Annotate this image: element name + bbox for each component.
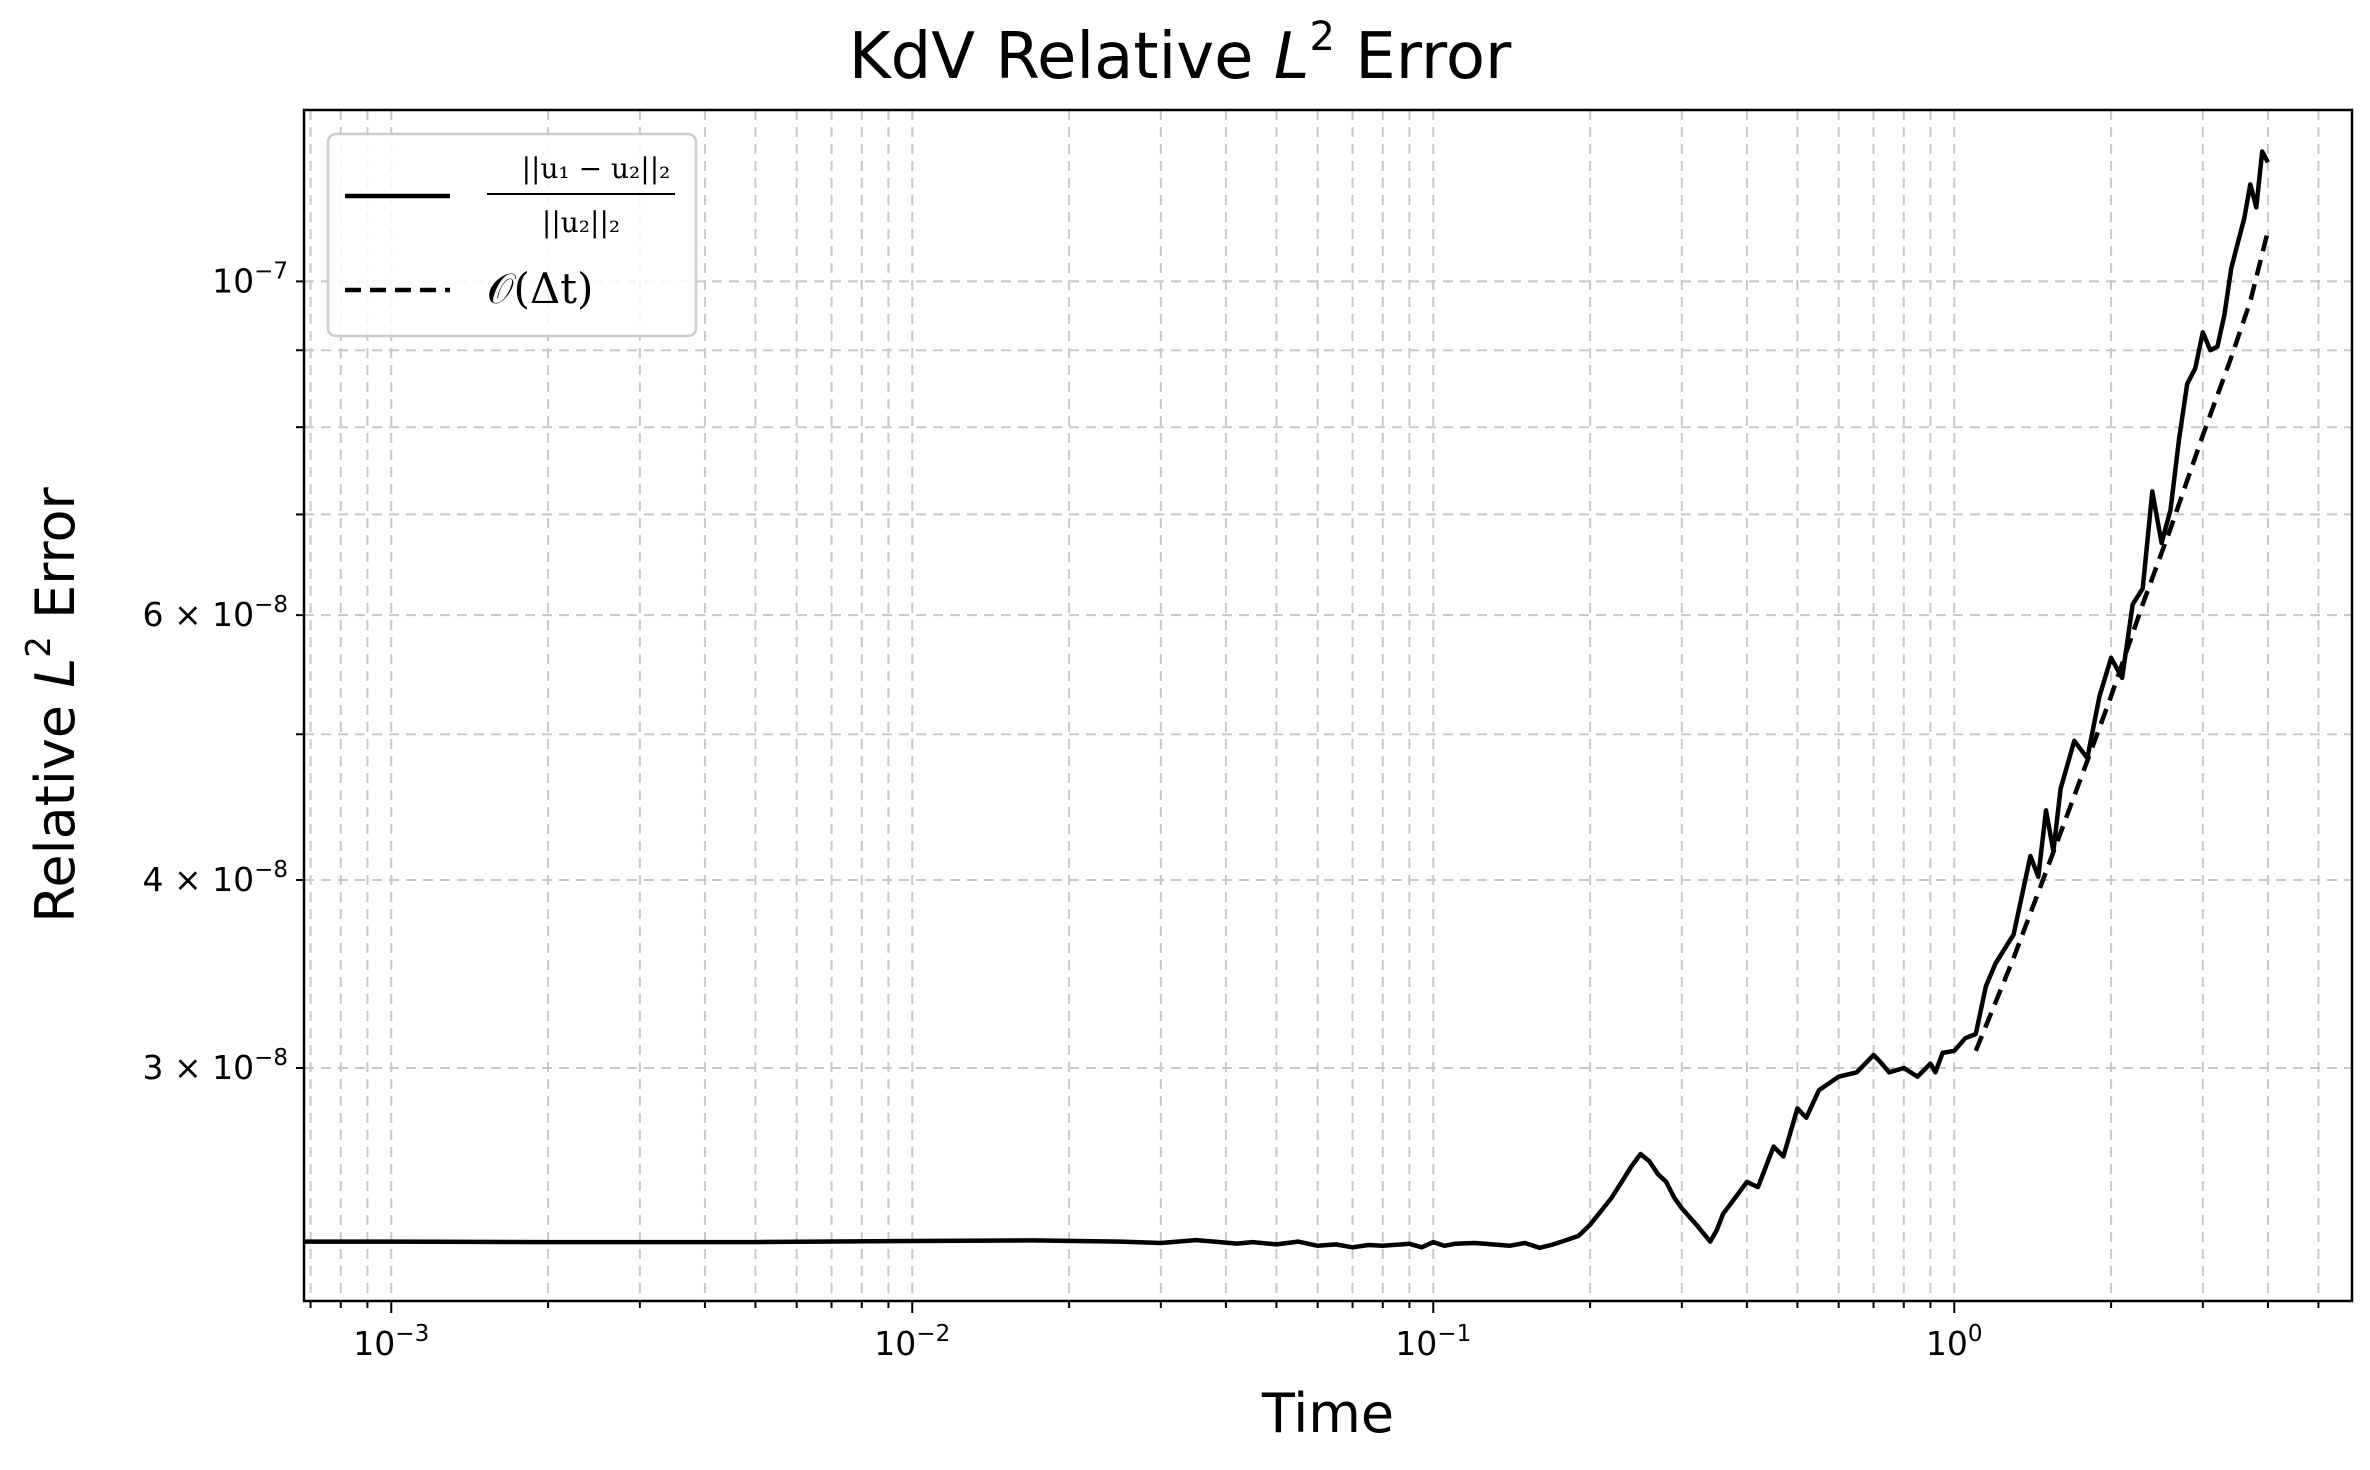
y-tick-label: 6 × 10−8: [142, 592, 288, 634]
chart-title-suffix: Error: [1335, 20, 1512, 94]
axis-ticks: 10−3 10−2 10−1 100 3 × 10−8 4 × 10−8 6 × 10−8 1…: [142, 258, 2320, 1363]
y-axis-label-exp: 2: [19, 636, 59, 658]
chart-title: KdV Relative L2 Error: [849, 14, 1512, 94]
series-lines: [304, 149, 2271, 1251]
y-axis-label: Relative L2 Error: [19, 486, 87, 922]
chart-title-var: L: [1274, 20, 1310, 94]
x-tick-label: 10−2: [874, 1321, 950, 1363]
plot-frame: [302, 108, 2354, 1303]
x-axis-label: Time: [1261, 1382, 1394, 1445]
reference-line-dashed: [1973, 230, 2271, 1052]
chart-title-prefix: KdV Relative: [849, 20, 1274, 94]
x-tick-label: 10−1: [1395, 1321, 1471, 1363]
y-axis-label-prefix: Relative: [24, 688, 87, 923]
legend-solid-numerator: ||u₁ − u₂||₂: [522, 152, 671, 185]
legend-solid-denominator: ||u₂||₂: [542, 206, 620, 239]
chart-title-exp: 2: [1310, 14, 1335, 60]
y-axis-label-var: L: [24, 658, 87, 688]
legend-dashed-label: 𝒪(Δt): [487, 264, 593, 313]
y-tick-label: 4 × 10−8: [142, 857, 288, 899]
x-tick-label: 100: [1926, 1321, 1983, 1363]
grid-lines: [304, 110, 2352, 1301]
error-line-solid: [304, 149, 2270, 1251]
legend: ||u₁ − u₂||₂ ||u₂||₂ 𝒪(Δt): [326, 132, 698, 338]
x-tick-label: 10−3: [353, 1321, 429, 1363]
y-axis-label-suffix: Error: [24, 486, 87, 636]
y-tick-label: 3 × 10−8: [142, 1045, 288, 1087]
legend-box: [326, 132, 698, 338]
y-tick-label: 10−7: [212, 258, 288, 300]
